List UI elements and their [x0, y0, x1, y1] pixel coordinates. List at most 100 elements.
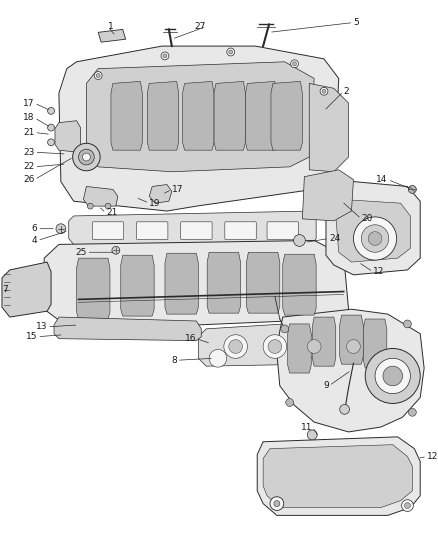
Polygon shape — [245, 82, 277, 150]
Polygon shape — [69, 211, 316, 245]
Circle shape — [73, 143, 100, 171]
Text: 6: 6 — [32, 224, 37, 233]
Polygon shape — [55, 120, 81, 152]
Text: 26: 26 — [23, 175, 34, 184]
Polygon shape — [277, 309, 424, 432]
Circle shape — [383, 366, 403, 386]
Circle shape — [105, 203, 111, 209]
Circle shape — [48, 124, 54, 131]
Circle shape — [48, 108, 54, 114]
Circle shape — [281, 325, 289, 333]
Circle shape — [320, 87, 328, 95]
Circle shape — [365, 349, 420, 403]
Circle shape — [402, 499, 413, 512]
Text: 17: 17 — [23, 99, 34, 108]
Circle shape — [361, 225, 389, 252]
Text: 19: 19 — [149, 199, 161, 208]
FancyBboxPatch shape — [137, 222, 168, 239]
Circle shape — [368, 232, 382, 245]
Circle shape — [229, 340, 243, 353]
Text: 12: 12 — [427, 452, 438, 461]
Text: 9: 9 — [323, 381, 329, 390]
Circle shape — [408, 408, 416, 416]
Text: 23: 23 — [23, 148, 34, 157]
Circle shape — [346, 340, 360, 353]
Circle shape — [161, 52, 169, 60]
Text: 21: 21 — [23, 128, 34, 137]
Text: 2: 2 — [344, 87, 349, 96]
Polygon shape — [326, 180, 420, 275]
Circle shape — [268, 340, 282, 353]
Polygon shape — [312, 317, 336, 366]
Polygon shape — [54, 317, 201, 341]
Polygon shape — [44, 240, 349, 327]
Circle shape — [227, 48, 235, 56]
Circle shape — [291, 60, 298, 68]
Text: 1: 1 — [108, 22, 114, 31]
FancyBboxPatch shape — [92, 222, 124, 239]
Circle shape — [56, 224, 66, 233]
Circle shape — [403, 320, 411, 328]
Circle shape — [96, 74, 100, 77]
Polygon shape — [340, 315, 363, 364]
Circle shape — [293, 235, 305, 246]
Text: 14: 14 — [376, 175, 388, 184]
Polygon shape — [363, 319, 387, 368]
Polygon shape — [86, 62, 314, 172]
Text: 16: 16 — [185, 334, 196, 343]
Polygon shape — [77, 258, 110, 319]
Text: 12: 12 — [373, 268, 385, 277]
Polygon shape — [2, 262, 51, 317]
Circle shape — [353, 217, 397, 260]
Circle shape — [340, 405, 350, 414]
Polygon shape — [288, 324, 311, 373]
Circle shape — [224, 335, 247, 358]
Circle shape — [229, 50, 233, 54]
Polygon shape — [198, 319, 371, 366]
Polygon shape — [98, 29, 126, 42]
Polygon shape — [309, 83, 349, 172]
Text: 27: 27 — [195, 22, 206, 31]
Circle shape — [87, 203, 93, 209]
Polygon shape — [214, 82, 245, 150]
Circle shape — [307, 430, 317, 440]
Polygon shape — [165, 253, 198, 314]
Text: 13: 13 — [35, 322, 47, 332]
Circle shape — [112, 246, 120, 254]
Text: 4: 4 — [32, 236, 37, 245]
Text: 22: 22 — [23, 163, 34, 171]
Polygon shape — [336, 199, 410, 262]
Text: 8: 8 — [171, 356, 177, 365]
Text: 18: 18 — [23, 113, 34, 122]
Circle shape — [94, 71, 102, 79]
Circle shape — [274, 500, 280, 506]
Circle shape — [405, 503, 410, 508]
Text: 7: 7 — [2, 285, 8, 294]
Text: 17: 17 — [172, 185, 184, 194]
Polygon shape — [257, 437, 420, 515]
Text: 5: 5 — [353, 18, 359, 27]
Polygon shape — [271, 82, 302, 150]
Circle shape — [307, 340, 321, 353]
Polygon shape — [183, 82, 214, 150]
Polygon shape — [111, 82, 142, 150]
Circle shape — [48, 139, 54, 146]
Circle shape — [163, 54, 167, 58]
Circle shape — [302, 335, 326, 358]
Text: 15: 15 — [26, 332, 37, 341]
Text: 20: 20 — [361, 214, 373, 223]
Polygon shape — [207, 252, 240, 313]
Polygon shape — [84, 187, 118, 206]
Circle shape — [408, 185, 416, 193]
Polygon shape — [147, 82, 179, 150]
Polygon shape — [302, 170, 353, 221]
Circle shape — [263, 335, 287, 358]
Circle shape — [286, 399, 293, 406]
Circle shape — [209, 350, 227, 367]
Circle shape — [322, 90, 326, 93]
Circle shape — [78, 149, 94, 165]
Polygon shape — [59, 46, 339, 211]
Text: 24: 24 — [329, 234, 340, 243]
FancyBboxPatch shape — [180, 222, 212, 239]
Polygon shape — [149, 184, 172, 203]
